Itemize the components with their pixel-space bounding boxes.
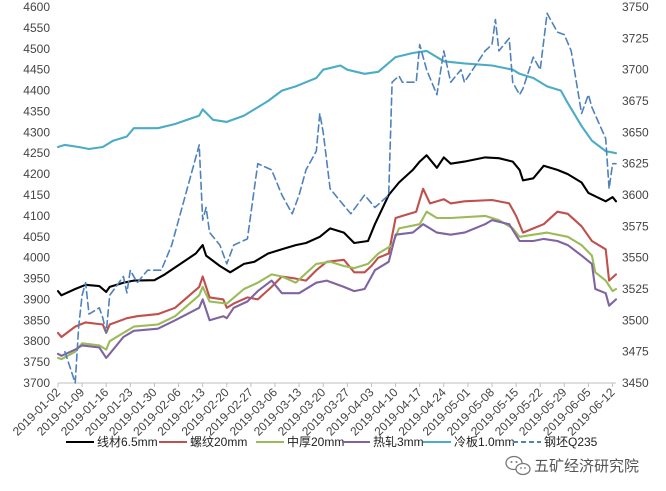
y-left-ticks: 3700 3750 3800 3850 3900 3950 4000 4050 4100 4150… <box>23 0 50 390</box>
y-left-tick-label: 3700 <box>23 376 50 390</box>
y-left-tick-label: 4450 <box>23 63 50 77</box>
y-right-tick-label: 3650 <box>622 125 649 139</box>
y-right-tick-label: 3625 <box>622 157 649 171</box>
series-line <box>64 12 617 384</box>
y-left-tick-label: 4400 <box>23 84 50 98</box>
y-left-tick-label: 4300 <box>23 125 50 139</box>
y-left-tick-label: 4550 <box>23 21 50 35</box>
wechat-logo-icon <box>505 455 531 476</box>
y-left-tick-label: 3900 <box>23 292 50 306</box>
series-line <box>56 210 618 361</box>
y-left-tick-label: 4150 <box>23 188 50 202</box>
y-left-tick-label: 4350 <box>23 104 50 118</box>
y-left-tick-label: 3800 <box>23 334 50 348</box>
watermark: 五矿经济研究院 <box>505 455 639 476</box>
y-right-tick-label: 3500 <box>622 313 649 327</box>
y-left-tick-label: 3750 <box>23 355 50 369</box>
y-left-tick-label: 3850 <box>23 313 50 327</box>
legend-label: 冷板1.0mm <box>454 435 515 449</box>
y-right-tick-label: 3475 <box>622 345 649 359</box>
y-left-tick-label: 4000 <box>23 251 50 265</box>
legend-label: 螺纹20mm <box>190 435 247 449</box>
y-right-tick-label: 3700 <box>622 63 649 77</box>
y-right-tick-label: 3450 <box>622 376 649 390</box>
series-layer <box>56 12 618 384</box>
y-left-tick-label: 4500 <box>23 42 50 56</box>
legend-label: 热轧3mm <box>373 435 424 449</box>
y-left-tick-label: 4250 <box>23 146 50 160</box>
series-line <box>56 219 618 359</box>
y-left-tick-label: 3950 <box>23 272 50 286</box>
y-right-tick-label: 3675 <box>622 94 649 108</box>
legend: 线材6.5mm 螺纹20mm 中厚20mm 热轧3mm 冷板1.0mm 钢坯Q235 <box>66 434 598 449</box>
y-right-tick-label: 3750 <box>622 0 649 14</box>
y-left-tick-label: 4050 <box>23 230 50 244</box>
y-right-ticks: 3450 3475 3500 3525 3550 3575 3600 3625 3650 3675… <box>622 0 649 390</box>
y-left-tick-label: 4100 <box>23 209 50 223</box>
series-line <box>56 49 618 155</box>
y-right-tick-label: 3725 <box>622 31 649 45</box>
y-left-tick-label: 4600 <box>23 0 50 14</box>
y-left-tick-label: 4200 <box>23 167 50 181</box>
legend-label: 钢坯Q235 <box>544 435 598 449</box>
y-right-tick-label: 3525 <box>622 282 649 296</box>
legend-label: 中厚20mm <box>287 434 344 449</box>
y-right-tick-label: 3550 <box>622 251 649 265</box>
y-right-tick-label: 3600 <box>622 188 649 202</box>
series-line <box>56 154 618 297</box>
legend-label: 线材6.5mm <box>97 435 158 449</box>
x-ticks: 2019-01-022019-01-092019-01-162019-01-23… <box>10 383 618 439</box>
y-right-tick-label: 3575 <box>622 219 649 233</box>
watermark-text: 五矿经济研究院 <box>534 457 639 475</box>
